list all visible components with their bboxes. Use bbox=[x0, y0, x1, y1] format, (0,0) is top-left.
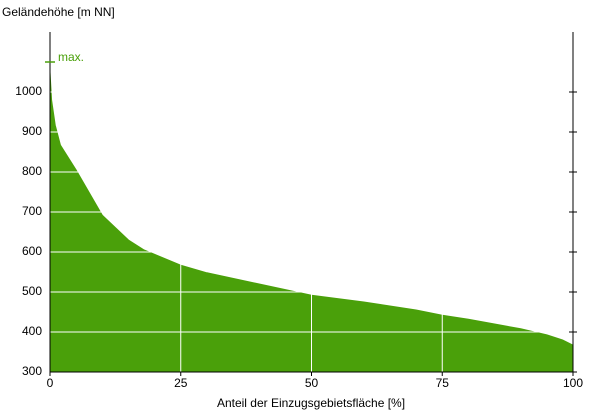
x-axis-label: Anteil der Einzugsgebietsfläche [%] bbox=[217, 396, 405, 410]
y-tick-label: 500 bbox=[22, 284, 42, 298]
y-axis-label: Geländehöhe [m NN] bbox=[2, 5, 115, 19]
y-tick-label: 300 bbox=[22, 364, 42, 378]
y-tick-label: 900 bbox=[22, 124, 42, 138]
x-tick-label: 100 bbox=[563, 376, 583, 390]
y-tick-label: 600 bbox=[22, 244, 42, 258]
y-tick-label: 700 bbox=[22, 204, 42, 218]
x-tick-label: 0 bbox=[47, 376, 54, 390]
y-tick-label: 1000 bbox=[15, 84, 42, 98]
x-tick-label: 25 bbox=[174, 376, 188, 390]
y-tick-label: 400 bbox=[22, 324, 42, 338]
x-tick-label: 75 bbox=[436, 376, 450, 390]
y-tick-label: 800 bbox=[22, 164, 42, 178]
max-label: max. bbox=[58, 50, 84, 64]
x-tick-label: 50 bbox=[305, 376, 319, 390]
